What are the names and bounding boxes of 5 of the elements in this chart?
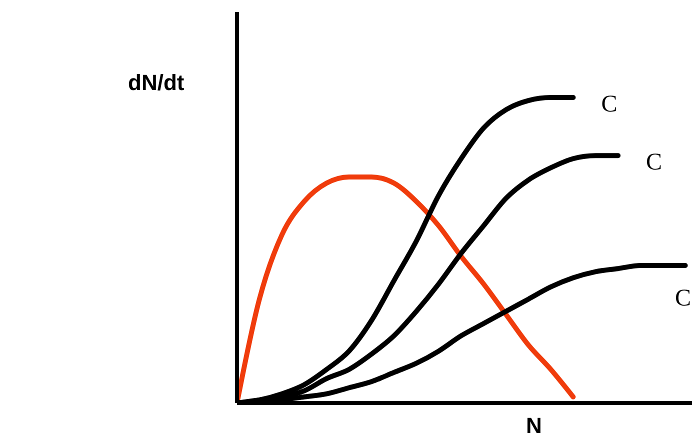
series-label: C (646, 150, 662, 176)
series-label: C (674, 286, 691, 312)
y-axis-title: dN/dt (128, 70, 184, 96)
series-label: C (601, 92, 618, 118)
x-axis-title: N (526, 413, 542, 439)
